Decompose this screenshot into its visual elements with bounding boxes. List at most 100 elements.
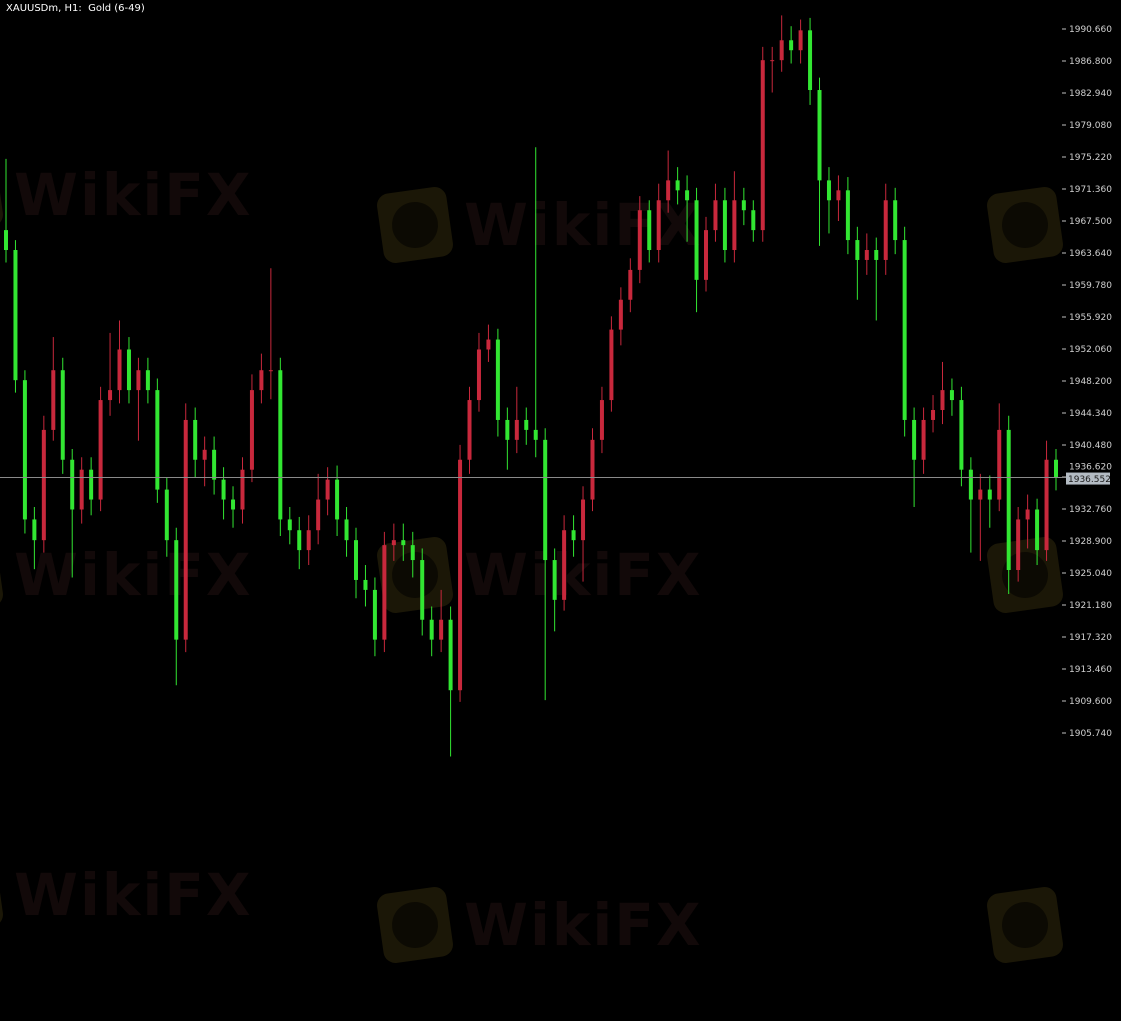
candle-body (174, 540, 179, 640)
y-tick-label: 1971.360 (1069, 185, 1112, 195)
candle-body (912, 419, 917, 460)
current-price-label: 1936.552 (1068, 475, 1111, 485)
candle-body (1025, 509, 1030, 520)
candle-body (458, 459, 463, 691)
candle-body (51, 370, 56, 430)
candle-body (817, 90, 822, 181)
candle-body (183, 419, 188, 640)
candle-body (864, 250, 869, 260)
candle-body (760, 60, 765, 231)
candle-body (259, 370, 264, 391)
candle-body (136, 370, 141, 391)
candle-body (845, 190, 850, 241)
candle-body (562, 530, 567, 600)
candle-body (675, 180, 680, 191)
candle-body (410, 545, 415, 561)
candle-body (60, 370, 65, 460)
candle-body (770, 60, 775, 62)
candle-body (297, 530, 302, 551)
candle-body (32, 519, 37, 541)
candle-body (193, 419, 198, 460)
candle-body (439, 619, 444, 640)
candle-body (533, 429, 538, 440)
candle-body (278, 370, 283, 520)
y-tick-label: 1936.620 (1069, 463, 1112, 473)
candle-body (789, 40, 794, 51)
y-tick-label: 1940.480 (1069, 441, 1112, 451)
candle-body (202, 449, 207, 460)
candle-body (959, 400, 964, 470)
candle-body (902, 240, 907, 420)
candle-body (1054, 459, 1058, 478)
candle-body (249, 390, 254, 470)
y-tick-label: 1948.200 (1069, 377, 1112, 387)
candle-body (22, 380, 27, 520)
candle-body (108, 390, 113, 401)
candle-body (883, 200, 888, 260)
y-tick-label: 1932.760 (1069, 505, 1112, 515)
candle-body (543, 439, 548, 561)
candle-body (316, 499, 321, 531)
candle-body (448, 619, 453, 691)
candle-body (495, 339, 500, 420)
candle-body (335, 479, 340, 520)
candle-body (1044, 459, 1049, 551)
candle-body (79, 469, 84, 510)
candle-body (656, 200, 661, 251)
candle-body (155, 390, 160, 490)
candle-body (344, 519, 349, 541)
candle-body (571, 530, 576, 541)
current-price-label-bg (1066, 472, 1110, 485)
candle-body (382, 545, 387, 640)
candle-body (722, 200, 727, 251)
candle-body (4, 230, 8, 251)
candle-body (41, 429, 46, 541)
candle-body (599, 400, 604, 440)
candle-body (145, 370, 150, 391)
y-tick-label: 1959.780 (1069, 281, 1112, 291)
candle-body (401, 540, 406, 546)
candle-body (581, 499, 586, 541)
y-tick-label: 1990.660 (1069, 25, 1112, 35)
candle-body (590, 439, 595, 500)
candle-body (486, 339, 491, 350)
candle-body (420, 560, 425, 620)
y-tick-label: 1986.800 (1069, 57, 1112, 67)
candle-body (1016, 519, 1021, 571)
candle-body (978, 489, 983, 500)
candle-body (741, 200, 746, 211)
candle-body (70, 459, 75, 510)
candle-body (164, 489, 169, 541)
y-tick-label: 1982.940 (1069, 89, 1112, 99)
candle-body (1035, 509, 1040, 551)
y-tick-label: 1909.600 (1069, 697, 1112, 707)
candle-body (855, 240, 860, 260)
y-tick-label: 1944.340 (1069, 409, 1112, 419)
candle-body (13, 250, 18, 381)
chart-title: XAUUSDm, H1: Gold (6-49) (6, 3, 145, 14)
candle-body (751, 210, 756, 231)
candle-body (552, 560, 557, 600)
candle-body (354, 540, 358, 580)
candle-body (826, 180, 831, 201)
candle-body (467, 400, 472, 460)
y-tick-label: 1955.920 (1069, 313, 1112, 323)
candle-body (836, 190, 841, 201)
candle-body (372, 589, 377, 640)
candle-body (647, 210, 652, 251)
candle-body (505, 419, 510, 440)
candle-body (618, 299, 623, 330)
y-tick-label: 1913.460 (1069, 665, 1112, 675)
candle-body (968, 469, 973, 500)
candle-body (713, 200, 718, 231)
candle-body (212, 449, 217, 480)
candle-body (287, 519, 292, 531)
candle-body (89, 469, 94, 500)
candle-body (997, 429, 1002, 500)
y-tick-label: 1967.500 (1069, 217, 1112, 227)
candle-body (325, 479, 330, 500)
candle-body (221, 479, 226, 500)
candle-body (524, 419, 529, 430)
candle-body (240, 469, 245, 510)
